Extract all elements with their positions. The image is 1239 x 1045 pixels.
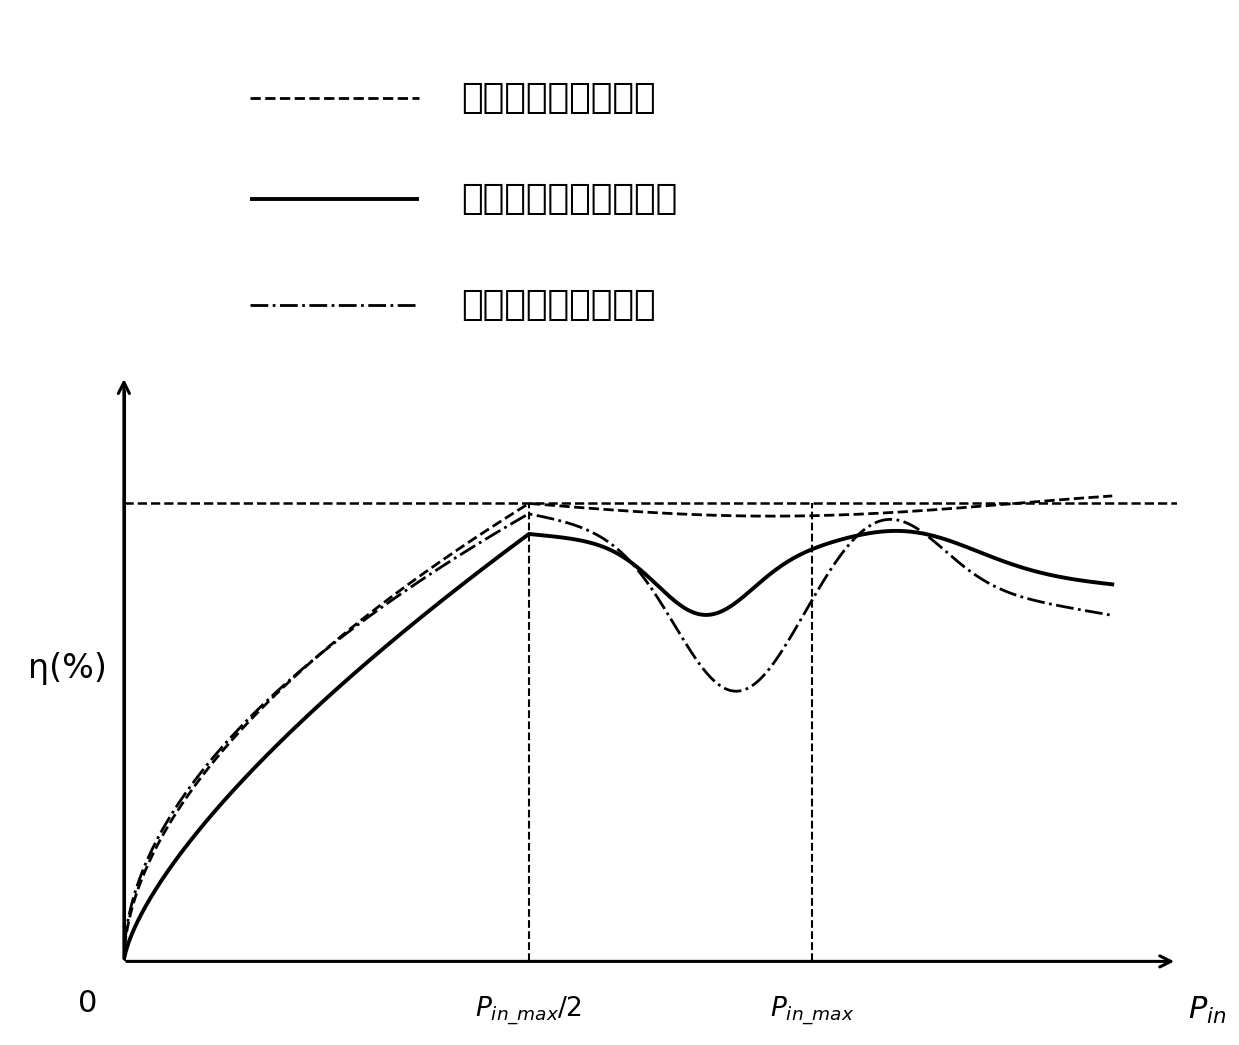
Text: 0: 0 [78, 990, 97, 1019]
Text: 理想多尔蒂效率曲线: 理想多尔蒂效率曲线 [461, 82, 655, 115]
Text: $P_{in}$: $P_{in}$ [1187, 995, 1227, 1025]
Text: 本发明多尔蒂效率曲线: 本发明多尔蒂效率曲线 [461, 182, 678, 215]
Text: $P_{in\_max}/2$: $P_{in\_max}/2$ [476, 995, 582, 1027]
Text: $P_{in\_max}$: $P_{in\_max}$ [771, 995, 855, 1027]
Text: η(%): η(%) [27, 652, 107, 686]
Text: 传统多尔蒂效率曲线: 传统多尔蒂效率曲线 [461, 288, 655, 322]
